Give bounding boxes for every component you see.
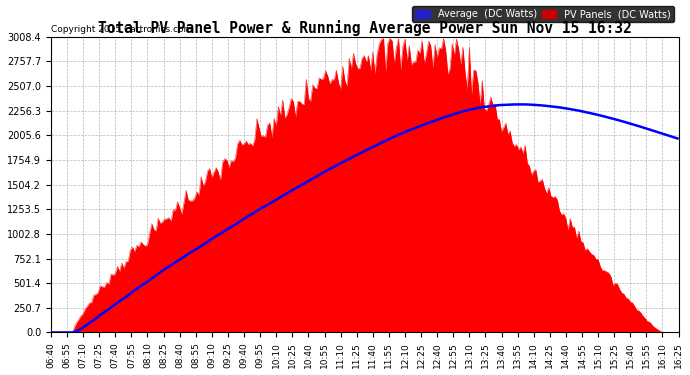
Title: Total PV Panel Power & Running Average Power Sun Nov 15 16:32: Total PV Panel Power & Running Average P… [98, 20, 631, 36]
Legend: Average  (DC Watts), PV Panels  (DC Watts): Average (DC Watts), PV Panels (DC Watts) [413, 6, 673, 22]
Text: Copyright 2015 Cartronics.com: Copyright 2015 Cartronics.com [51, 25, 193, 34]
